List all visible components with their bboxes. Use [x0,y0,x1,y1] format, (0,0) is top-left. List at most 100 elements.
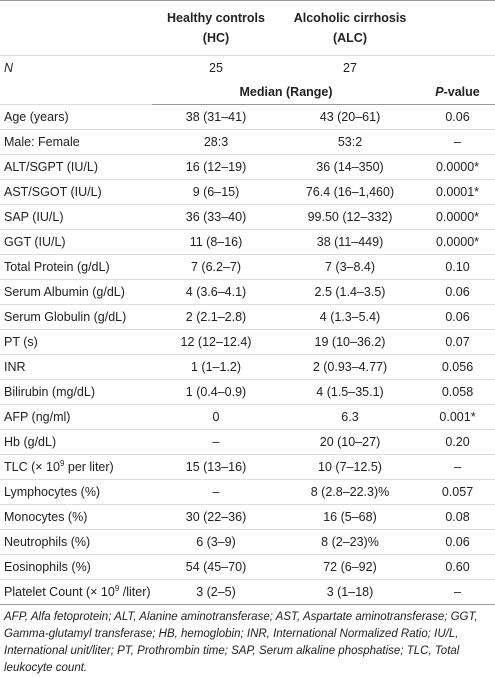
label-sup: 9 [59,459,65,469]
cell: 4 (1.5–35.1) [280,379,420,405]
table-body: Healthy controls (HC) Alcoholic cirrhosis… [0,0,495,605]
cell: 4 (1.3–5.4) [280,304,420,330]
cell: 0.20 [420,429,495,455]
cell: 15 (13–16) [152,454,280,480]
cell: 30 (22–36) [152,504,280,530]
cell: 0.06 [420,304,495,330]
row-label: Age (years) [0,104,152,130]
table-row: Bilirubin (mg/dL) 1 (0.4–0.9) 4 (1.5–35.1)… [0,379,495,405]
cell: 76.4 (16–1,460) [280,179,420,205]
cell: 2.5 (1.4–3.5) [280,279,420,305]
row-label: Serum Globulin (g/dL) [0,304,152,330]
row-label: Bilirubin (mg/dL) [0,379,152,405]
cell: 0.60 [420,554,495,580]
header-row: Healthy controls (HC) Alcoholic cirrhosis… [0,0,495,56]
table-row: SAP (IU/L) 36 (33–40) 99.50 (12–332) 0.0000… [0,204,495,230]
cell [0,80,152,105]
table-row: AFP (ng/ml) 0 6.3 0.001* [0,404,495,430]
table-row: Monocytes (%) 30 (22–36) 16 (5–68) 0.08 [0,504,495,530]
header-text: (ALC) [332,31,367,45]
row-label: Monocytes (%) [0,504,152,530]
cell: 12 (12–12.4) [152,329,280,355]
n-row: N 25 27 [0,55,495,80]
cell: 0.06 [420,529,495,555]
cell: – [420,454,495,480]
table-row: INR 1 (1–1.2) 2 (0.93–4.77) 0.056 [0,354,495,380]
cell: 4 (3.6–4.1) [152,279,280,305]
footnote: AFP, Alfa fetoprotein; ALT, Alanine amin… [4,611,478,674]
cell: 10 (7–12.5) [280,454,420,480]
subheader-row: Median (Range) P-value [0,80,495,105]
cell: 38 (11–449) [280,229,420,255]
cell: 0.058 [420,379,495,405]
label-text: TLC (× 10 [4,460,60,475]
cell: 38 (31–41) [152,104,280,130]
label-text: Platelet Count (× 10 [4,585,115,600]
cell: 99.50 (12–332) [280,204,420,230]
cell: 2 (0.93–4.77) [280,354,420,380]
row-label: SAP (IU/L) [0,204,152,230]
table-row: Age (years) 38 (31–41) 43 (20–61) 0.06 [0,104,495,130]
cell: 0.06 [420,279,495,305]
p-rest: -value [443,85,480,99]
label-text: /liter) [119,585,151,600]
cell: 3 (1–18) [280,579,420,605]
cell: 2 (2.1–2.8) [152,304,280,330]
cell: 0.057 [420,479,495,505]
row-label: AST/SGOT (IU/L) [0,179,152,205]
cell: 16 (12–19) [152,154,280,180]
header-empty [420,0,495,56]
row-label: Eosinophils (%) [0,554,152,580]
table-row: Eosinophils (%) 54 (45–70) 72 (6–92) 0.60 [0,554,495,580]
cell: – [420,579,495,605]
row-label: Hb (g/dL) [0,429,152,455]
table-row: Lymphocytes (%) –8 (2.8–22.3)% 0.057 [0,479,495,505]
cell: 53:2 [280,129,420,155]
cell: 72 (6–92) [280,554,420,580]
header-text: (HC) [202,31,230,45]
data-table: Healthy controls (HC) Alcoholic cirrhosis… [0,0,495,605]
row-label: Total Protein (g/dL) [0,254,152,280]
header-cell: Healthy controls (HC) [152,0,280,56]
cell: 0.001* [420,404,495,430]
table-row: AST/SGOT (IU/L) 9 (6–15) 76.4 (16–1,460) 0.… [0,179,495,205]
header-empty [0,0,152,56]
cell: 8 (2.8–22.3)% [280,479,420,505]
table-row: GGT (IU/L) 11 (8–16) 38 (11–449) 0.0000* [0,229,495,255]
cell: 3 (2–5) [152,579,280,605]
row-label: ALT/SGPT (IU/L) [0,154,152,180]
row-label: Male: Female [0,129,152,155]
table-row: Total Protein (g/dL) 7 (6.2–7) 7 (3–8.4) 0.… [0,254,495,280]
header-text: Healthy controls [167,11,265,25]
cell: 7 (6.2–7) [152,254,280,280]
row-label: Neutrophils (%) [0,529,152,555]
cell: 0.0000* [420,204,495,230]
cell: 0.0000* [420,154,495,180]
table-row: ALT/SGPT (IU/L) 16 (12–19) 36 (14–350) 0.00… [0,154,495,180]
cell: 1 (0.4–0.9) [152,379,280,405]
cell: 20 (10–27) [280,429,420,455]
cell: 0.056 [420,354,495,380]
row-label: AFP (ng/ml) [0,404,152,430]
header-cell: Alcoholic cirrhosis (ALC) [280,0,420,56]
cell: 11 (8–16) [152,229,280,255]
cell: 0.0000* [420,229,495,255]
cell: 0.07 [420,329,495,355]
cell: 0.06 [420,104,495,130]
table-row: TLC (× 109 per liter) 15 (13–16) 10 (7–12.… [0,454,495,480]
label-text: per liter) [64,460,114,475]
subheader-pvalue: P-value [420,80,495,105]
table-row: Serum Albumin (g/dL) 4 (3.6–4.1) 2.5 (1.4–… [0,279,495,305]
cell: 9 (6–15) [152,179,280,205]
cell: 36 (14–350) [280,154,420,180]
table-row: PT (s) 12 (12–12.4) 19 (10–36.2) 0.07 [0,329,495,355]
cell: 28:3 [152,129,280,155]
cell: 25 [152,55,280,80]
row-label: INR [0,354,152,380]
cell: 36 (33–40) [152,204,280,230]
cell: 19 (10–36.2) [280,329,420,355]
cell: 1 (1–1.2) [152,354,280,380]
cell: 54 (45–70) [152,554,280,580]
cell: – [152,429,280,455]
